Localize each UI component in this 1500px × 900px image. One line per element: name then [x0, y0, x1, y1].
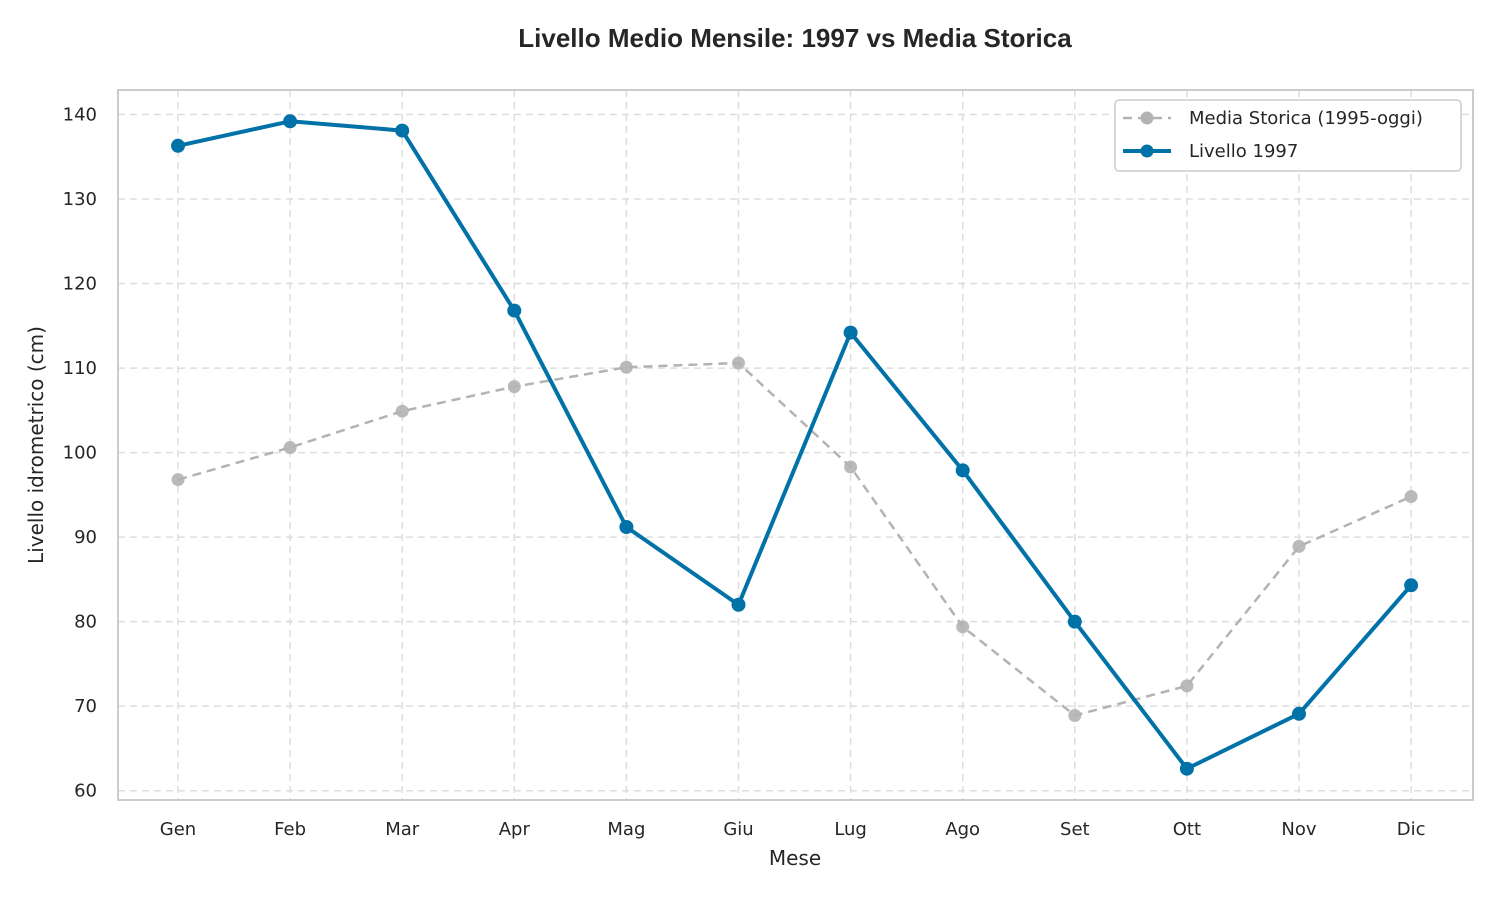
x-tick-label: Ago	[945, 819, 980, 840]
chart-title: Livello Medio Mensile: 1997 vs Media Sto…	[518, 23, 1072, 53]
x-tick-label: Gen	[160, 819, 196, 840]
data-point	[171, 473, 185, 487]
x-axis-label: Mese	[769, 846, 821, 870]
x-tick-label: Nov	[1281, 819, 1316, 840]
y-tick-label: 60	[74, 781, 97, 802]
data-point	[1292, 706, 1306, 721]
y-tick-label: 70	[74, 696, 97, 717]
y-axis-ticks: 60 70 80 90 100 110 120 130 140	[63, 105, 97, 802]
data-point	[395, 404, 409, 418]
data-point	[395, 123, 410, 138]
y-tick-label: 140	[63, 105, 97, 126]
legend: Media Storica (1995-oggi) Livello 1997	[1114, 99, 1462, 172]
legend-label: Media Storica (1995-oggi)	[1189, 108, 1423, 129]
data-point	[507, 380, 521, 394]
x-tick-label: Mag	[607, 819, 645, 840]
data-point	[731, 597, 746, 612]
series-layer	[171, 114, 1419, 776]
series-level-1997	[171, 114, 1419, 776]
data-point	[1068, 708, 1082, 722]
data-point	[843, 325, 858, 340]
data-point	[171, 138, 185, 153]
x-tick-label: Ott	[1173, 819, 1201, 840]
data-point	[1292, 539, 1306, 553]
x-tick-label: Feb	[274, 819, 306, 840]
data-point	[732, 356, 745, 370]
x-tick-label: Giu	[723, 819, 753, 840]
y-axis-label: Livello idrometrico (cm)	[24, 326, 48, 564]
data-point	[619, 360, 633, 374]
legend-marker	[1140, 144, 1154, 158]
legend-label: Livello 1997	[1189, 141, 1298, 162]
data-point	[507, 303, 522, 318]
grid-layer	[118, 90, 1473, 800]
y-tick-label: 80	[74, 612, 97, 633]
data-point	[844, 460, 858, 474]
x-axis-ticks: Gen Feb Mar Apr Mag Giu Lug Ago Set Ott Nov Dic	[160, 819, 1426, 840]
x-tick-label: Lug	[834, 819, 867, 840]
plot-frame	[117, 89, 1474, 801]
x-tick-label: Apr	[499, 819, 531, 840]
data-point	[283, 441, 297, 455]
series-line	[177, 361, 1412, 717]
legend-marker	[1140, 111, 1154, 125]
y-tick-label: 130	[63, 189, 97, 210]
series-historical-average	[171, 356, 1418, 722]
data-point	[1067, 614, 1082, 629]
data-point	[1404, 490, 1418, 504]
data-point	[1404, 578, 1419, 593]
x-tick-label: Mar	[385, 819, 420, 840]
data-point	[283, 114, 298, 129]
legend-box	[1114, 99, 1462, 172]
series-line	[177, 119, 1413, 771]
x-tick-label: Dic	[1397, 819, 1426, 840]
data-point	[1179, 761, 1194, 776]
data-point	[956, 620, 970, 634]
data-point	[955, 463, 970, 478]
y-tick-label: 110	[63, 358, 97, 379]
y-tick-label: 90	[74, 527, 97, 548]
data-point	[619, 519, 634, 534]
data-point	[1180, 679, 1194, 693]
y-tick-label: 100	[63, 443, 97, 464]
x-tick-label: Set	[1060, 819, 1090, 840]
y-tick-label: 120	[63, 274, 97, 295]
